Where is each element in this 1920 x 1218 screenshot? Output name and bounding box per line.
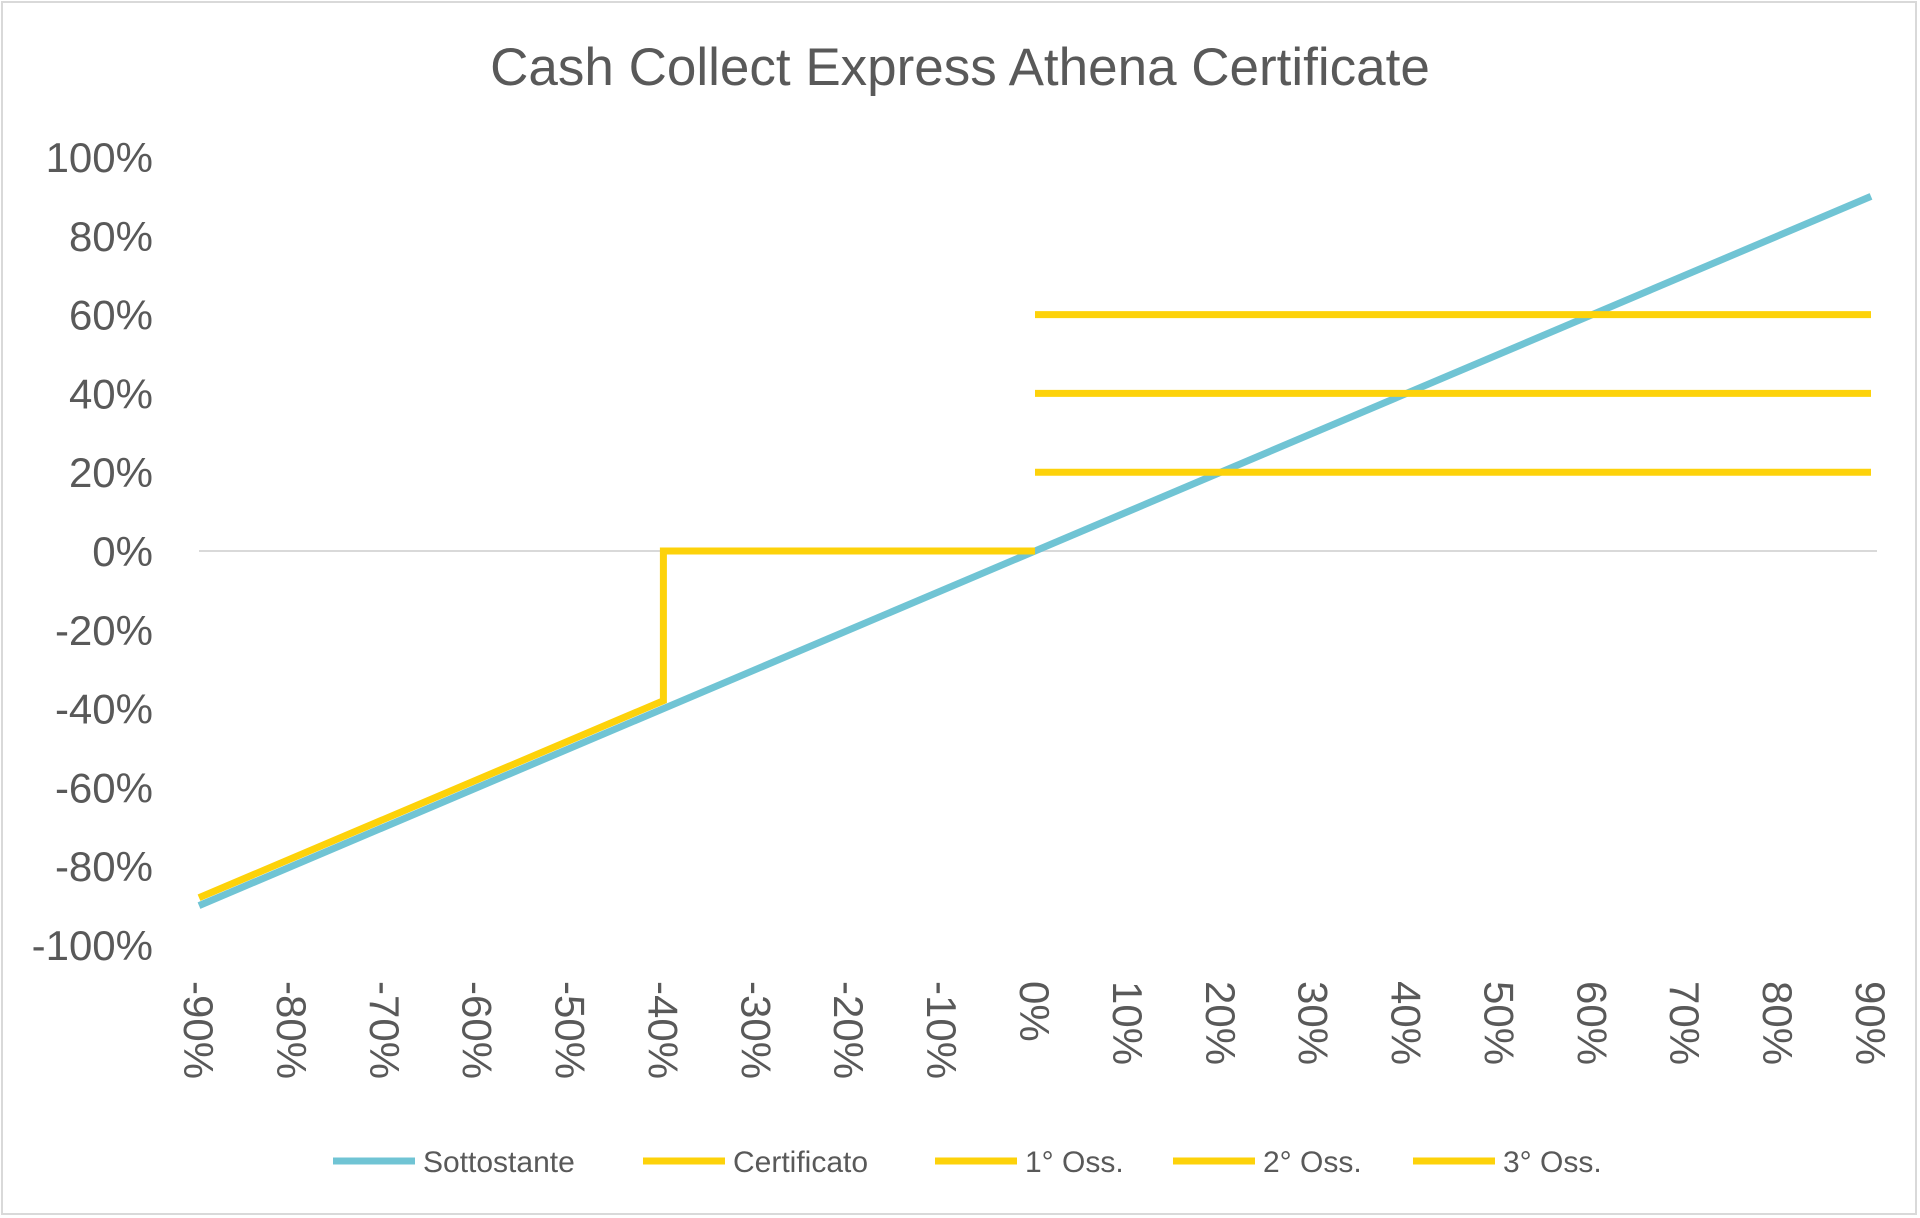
y-tick-label: 60% <box>69 292 153 339</box>
legend-label: Sottostante <box>423 1146 575 1179</box>
y-tick-label: 20% <box>69 449 153 496</box>
chart-svg: Cash Collect Express Athena Certificate … <box>32 38 1894 1179</box>
x-tick-label: -50% <box>547 981 594 1079</box>
x-tick-label: 80% <box>1754 981 1801 1065</box>
x-tick-label: -70% <box>361 981 408 1079</box>
x-tick-label: -80% <box>268 981 315 1079</box>
y-tick-label: -20% <box>55 607 153 654</box>
legend-label: Certificato <box>733 1146 868 1179</box>
y-tick-label: 40% <box>69 370 153 417</box>
x-tick-label: 70% <box>1661 981 1708 1065</box>
x-tick-label: 10% <box>1104 981 1151 1065</box>
y-tick-label: 0% <box>92 528 153 575</box>
x-tick-label: 60% <box>1568 981 1615 1065</box>
x-tick-label: -10% <box>918 981 965 1079</box>
chart-title: Cash Collect Express Athena Certificate <box>490 38 1430 97</box>
series-line-2 <box>197 547 1035 901</box>
legend-label: 3° Oss. <box>1503 1146 1602 1179</box>
y-tick-label: -80% <box>55 843 153 890</box>
legend-label: 2° Oss. <box>1263 1146 1362 1179</box>
x-tick-label: -90% <box>175 981 222 1079</box>
y-tick-label: 100% <box>46 134 153 181</box>
x-tick-label: -30% <box>732 981 779 1079</box>
x-axis-ticks: -90% -80% -70% -60% -50% -40% -30% -20% -10% 0% 10… <box>175 981 1894 1079</box>
y-tick-label: 80% <box>69 213 153 260</box>
x-tick-label: 40% <box>1383 981 1430 1065</box>
y-axis-ticks: 100% 80% 60% 40% 20% 0% -20% -40% -60% -80% -100% <box>32 134 153 969</box>
x-tick-label: 50% <box>1475 981 1522 1065</box>
y-tick-label: -100% <box>32 922 153 969</box>
x-tick-label: 0% <box>1011 981 1058 1042</box>
x-tick-label: -40% <box>639 981 686 1079</box>
x-tick-label: 20% <box>1197 981 1244 1065</box>
x-tick-label: 30% <box>1290 981 1337 1065</box>
y-tick-label: -60% <box>55 764 153 811</box>
x-tick-label: 90% <box>1847 981 1894 1065</box>
y-tick-label: -40% <box>55 686 153 733</box>
series-group <box>197 193 1873 909</box>
x-tick-label: -60% <box>454 981 501 1079</box>
legend: Sottostante Certificato 1° Oss. 2° Oss. 3° O… <box>333 1146 1602 1179</box>
x-tick-label: -20% <box>825 981 872 1079</box>
legend-label: 1° Oss. <box>1025 1146 1124 1179</box>
